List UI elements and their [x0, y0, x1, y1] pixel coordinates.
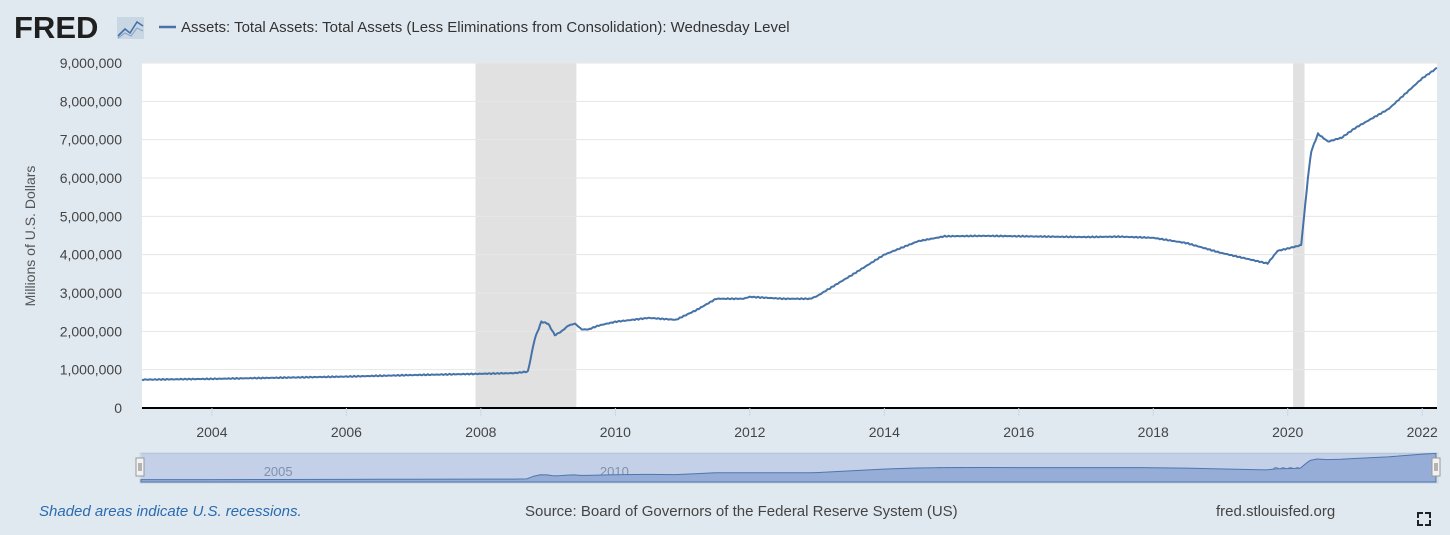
- y-tick-label: 0: [114, 400, 122, 416]
- series-layer: [141, 67, 1438, 382]
- recession-band-0: [475, 63, 577, 408]
- navigator-series-area: [140, 452, 1437, 483]
- site-link[interactable]: fred.stlouisfed.org: [1216, 503, 1336, 520]
- navigator-left-handle[interactable]: [135, 457, 145, 477]
- y-tick-label: 2,000,000: [60, 323, 122, 339]
- fullscreen-icon[interactable]: [1417, 512, 1431, 526]
- series-title: Assets: Total Assets: Total Assets (Less…: [181, 19, 790, 36]
- x-tick-label: 2008: [465, 424, 496, 440]
- fred-logo-text: FRED: [14, 10, 98, 45]
- series-line: [141, 67, 1438, 382]
- y-axis-tick-labels: 0 1,000,000 2,000,000 3,000,000 4,000,000 5,0…: [60, 55, 123, 416]
- y-tick-label: 5,000,000: [60, 208, 122, 224]
- y-tick-label: 9,000,000: [60, 55, 122, 71]
- gridlines: [142, 62, 1437, 371]
- x-tick-label: 2014: [869, 424, 900, 440]
- x-tick-label: 2004: [196, 424, 227, 440]
- x-tick-label: 2020: [1272, 424, 1303, 440]
- source-text: Source: Board of Governors of the Federa…: [525, 503, 958, 520]
- x-tick-label: 2018: [1138, 424, 1169, 440]
- navigator-selection[interactable]: [141, 453, 1436, 482]
- y-tick-label: 4,000,000: [60, 247, 122, 263]
- y-tick-label: 7,000,000: [60, 132, 122, 148]
- recession-band-1: [1293, 63, 1305, 408]
- y-tick-label: 8,000,000: [60, 93, 122, 109]
- x-tick-label: 2010: [600, 424, 631, 440]
- x-tick-label: 2022: [1407, 424, 1438, 440]
- navigator-label: 2005: [264, 464, 293, 479]
- x-tick-label: 2006: [331, 424, 362, 440]
- range-navigator[interactable]: 2005201020152020: [135, 452, 1441, 484]
- recession-bands: [475, 63, 1305, 408]
- line-chart-icon: [117, 17, 144, 39]
- y-tick-label: 3,000,000: [60, 285, 122, 301]
- x-tick-label: 2016: [1003, 424, 1034, 440]
- fred-logo[interactable]: FRED: [14, 10, 144, 45]
- recession-note: Shaded areas indicate U.S. recessions.: [39, 503, 302, 520]
- x-axis-tick-labels: 2004 2006 2008 2010 2012 2014 2016 2018 2020 2022: [196, 408, 1438, 440]
- x-tick-label: 2012: [734, 424, 765, 440]
- plot-area: [142, 63, 1437, 408]
- y-tick-label: 1,000,000: [60, 362, 122, 378]
- navigator-right-handle[interactable]: [1431, 457, 1441, 477]
- y-axis-label: Millions of U.S. Dollars: [22, 166, 38, 307]
- y-tick-label: 6,000,000: [60, 170, 122, 186]
